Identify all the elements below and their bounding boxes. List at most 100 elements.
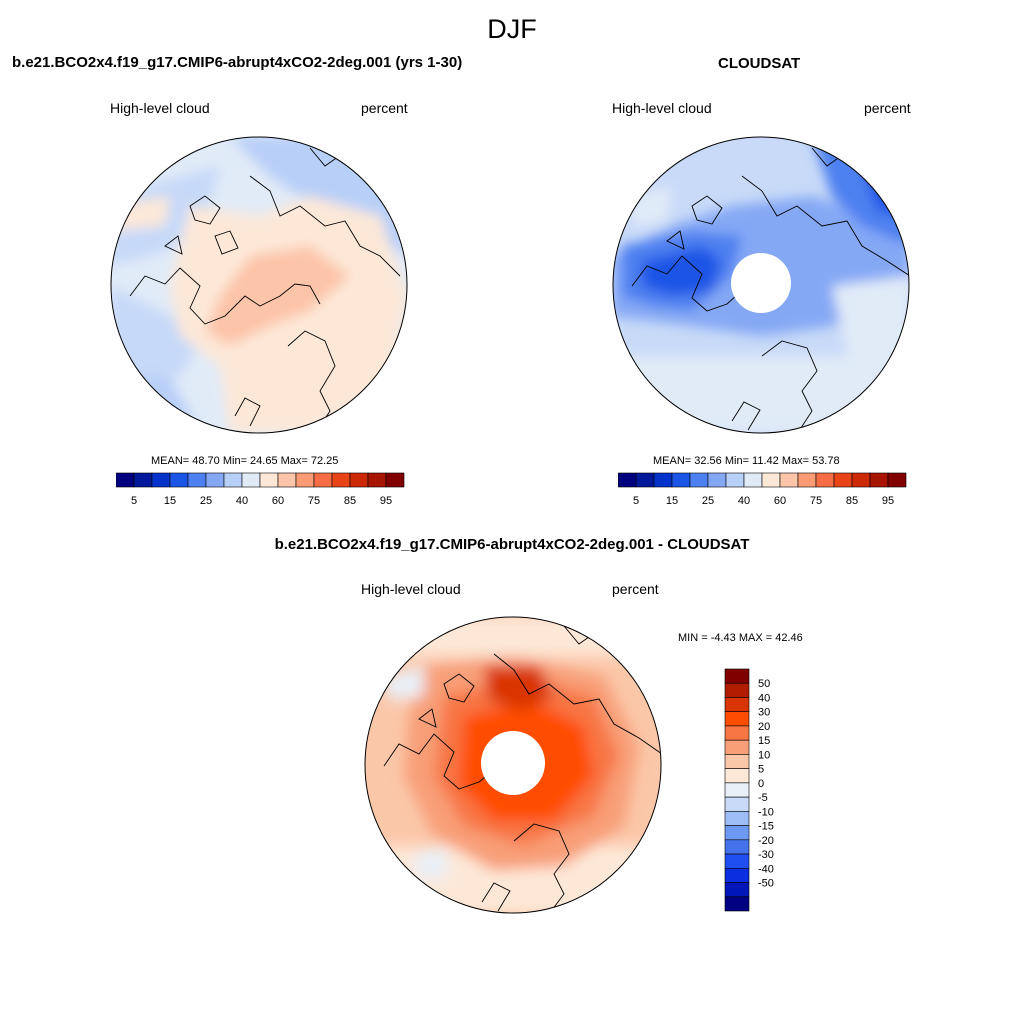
- colorbar-swatch: [761, 472, 781, 488]
- colorbar-swatch: [887, 472, 907, 488]
- panel2-polar-hole: [731, 253, 791, 313]
- panel3-stats: MIN = -4.43 MAX = 42.46: [678, 632, 803, 644]
- colorbar-swatch: [187, 472, 207, 488]
- colorbar-label: 60: [272, 495, 284, 507]
- colorbar-label: 85: [344, 495, 356, 507]
- colorbar-swatch: [724, 725, 750, 741]
- colorbar-label: 50: [758, 678, 770, 690]
- colorbar-swatch: [724, 853, 750, 869]
- colorbar-swatch: [833, 472, 853, 488]
- colorbar-swatch: [724, 796, 750, 812]
- panel3-right-label: percent: [612, 581, 659, 597]
- colorbar-label: 75: [308, 495, 320, 507]
- colorbar-swatch: [671, 472, 691, 488]
- coastline-icon: [631, 147, 909, 433]
- colorbar-swatch: [869, 472, 889, 488]
- colorbar-swatch: [779, 472, 799, 488]
- colorbar-swatch: [223, 472, 243, 488]
- colorbar-swatch: [743, 472, 763, 488]
- panel2-left-label: High-level cloud: [612, 100, 712, 116]
- colorbar-label: 30: [758, 707, 770, 719]
- colorbar-swatch: [724, 697, 750, 713]
- panel3-polar-hole: [481, 731, 545, 795]
- colorbar-label: -30: [758, 849, 774, 861]
- colorbar-label: 5: [131, 495, 137, 507]
- colorbar-swatch: [241, 472, 261, 488]
- colorbar-swatch: [617, 472, 637, 488]
- colorbar-label: 40: [236, 495, 248, 507]
- colorbar-swatch: [724, 839, 750, 855]
- colorbar-swatch: [385, 472, 405, 488]
- colorbar-swatch: [115, 472, 135, 488]
- colorbar-swatch: [797, 472, 817, 488]
- panel2-colorbar: 5 15 25 40 60 75 85 95: [617, 472, 918, 521]
- colorbar-swatch: [169, 472, 189, 488]
- panel3-colorbar: 50 40 30 20 15 10 5 0 -5 -10 -15 -20 -30 -40 -50: [724, 668, 784, 919]
- colorbar-swatch: [724, 782, 750, 798]
- colorbar-swatch: [295, 472, 315, 488]
- colorbar-label: -40: [758, 863, 774, 875]
- colorbar-swatch: [724, 882, 750, 898]
- colorbar-swatch: [724, 768, 750, 784]
- colorbar-swatch: [815, 472, 835, 488]
- colorbar-swatch: [725, 472, 745, 488]
- coastline-icon: [383, 625, 661, 913]
- panel2-right-label: percent: [864, 100, 911, 116]
- colorbar-swatch: [133, 472, 153, 488]
- panel1-map-outline: [110, 136, 408, 434]
- colorbar-swatch: [724, 682, 750, 698]
- colorbar-swatch: [724, 867, 750, 883]
- colorbar-label: 40: [738, 495, 750, 507]
- colorbar-label: 5: [758, 764, 764, 776]
- colorbar-label: 85: [846, 495, 858, 507]
- colorbar-label: 60: [774, 495, 786, 507]
- colorbar-label: 95: [882, 495, 894, 507]
- colorbar-swatch: [653, 472, 673, 488]
- colorbar-swatch: [724, 711, 750, 727]
- colorbar-swatch: [635, 472, 655, 488]
- panel3-map: [364, 616, 662, 919]
- colorbar-label: -5: [758, 792, 768, 804]
- panel2-stats: MEAN= 32.56 Min= 11.42 Max= 53.78: [653, 455, 840, 467]
- colorbar-swatch: [151, 472, 171, 488]
- panel2-map-outline: [612, 136, 910, 434]
- colorbar-label: 40: [758, 692, 770, 704]
- colorbar-swatch: [724, 754, 750, 769]
- colorbar-label: 75: [810, 495, 822, 507]
- colorbar-swatch: [259, 472, 279, 488]
- figure-title: DJF: [487, 14, 537, 44]
- colorbar-swatch: [851, 472, 871, 488]
- colorbar-label: 95: [380, 495, 392, 507]
- colorbar-label: 0: [758, 778, 764, 790]
- colorbar-label: 20: [758, 721, 770, 733]
- colorbar-swatch: [724, 825, 750, 841]
- colorbar-label: 15: [164, 495, 176, 507]
- colorbar-swatch: [689, 472, 709, 488]
- colorbar-label: -50: [758, 878, 774, 890]
- colorbar-label: 25: [702, 495, 714, 507]
- panel1-map: [110, 136, 408, 439]
- colorbar-swatch: [277, 472, 297, 488]
- panel1-title: b.e21.BCO2x4.f19_g17.CMIP6-abrupt4xCO2-2…: [12, 54, 463, 71]
- colorbar-swatch: [205, 472, 225, 488]
- panel3-title: b.e21.BCO2x4.f19_g17.CMIP6-abrupt4xCO2-2…: [274, 536, 750, 553]
- colorbar-label: -20: [758, 835, 774, 847]
- colorbar-swatch: [707, 472, 727, 488]
- colorbar-label: 10: [758, 749, 770, 761]
- panel2-title: CLOUDSAT: [718, 55, 801, 72]
- colorbar-swatch: [349, 472, 369, 488]
- colorbar-swatch: [313, 472, 333, 488]
- colorbar-swatch: [331, 472, 351, 488]
- colorbar-label: 5: [633, 495, 639, 507]
- colorbar-swatch: [724, 896, 750, 912]
- colorbar-swatch: [724, 811, 750, 826]
- panel3-left-label: High-level cloud: [361, 581, 461, 597]
- colorbar-swatch: [724, 668, 750, 684]
- colorbar-label: 15: [666, 495, 678, 507]
- panel1-stats: MEAN= 48.70 Min= 24.65 Max= 72.25: [151, 455, 339, 467]
- colorbar-label: -10: [758, 806, 774, 818]
- panel1-right-label: percent: [361, 100, 408, 116]
- panel1-colorbar: 5 15 25 40 60 75 85 95: [115, 472, 416, 521]
- colorbar-label: -15: [758, 821, 774, 833]
- colorbar-label: 25: [200, 495, 212, 507]
